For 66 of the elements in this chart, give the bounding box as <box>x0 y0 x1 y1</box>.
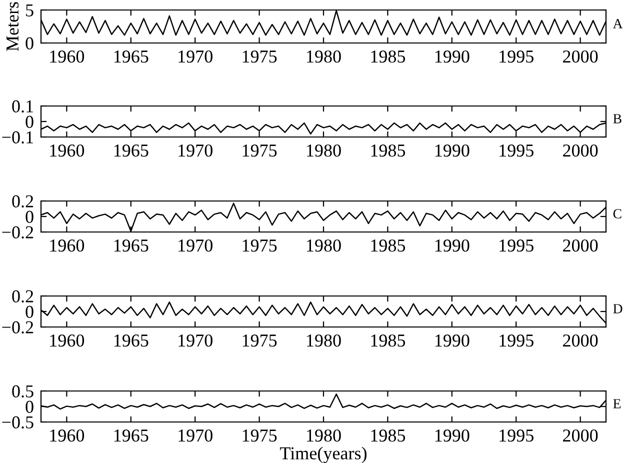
text: A <box>612 19 623 28</box>
x-tick-label: 1980 <box>307 429 341 442</box>
x-tick-label: 1990 <box>435 334 470 347</box>
y-tick-label: 0.2 <box>12 195 34 208</box>
x-tick-label: 1995 <box>500 430 534 442</box>
x-tick-label: 2000 <box>563 239 598 252</box>
x-tick-label: 2000 <box>563 334 598 347</box>
x-tick-label: 1975 <box>242 334 277 347</box>
x-tick-label: 1970 <box>178 144 212 157</box>
x-tick-label: 1980 <box>307 50 341 63</box>
x-tick-label: 1975 <box>242 430 277 442</box>
x-tick-label: 1960 <box>50 429 84 442</box>
y-tick-label: −0.2 <box>2 226 34 239</box>
x-tick-label: 1985 <box>371 334 406 347</box>
text: C <box>613 209 622 218</box>
x-tick-label: 1985 <box>371 429 406 442</box>
x-tick-label: 1980 <box>307 334 341 347</box>
x-tick-label: 1980 <box>307 239 341 252</box>
x-tick-label: 1960 <box>50 50 84 63</box>
y-tick-label: 0 <box>26 400 34 413</box>
x-tick-label: 1960 <box>50 239 84 252</box>
y-tick-label: −0.1 <box>2 131 33 144</box>
y-tick-label: 0 <box>26 37 34 50</box>
x-tick-label: 1960 <box>50 144 84 157</box>
x-tick-label: 1985 <box>371 144 406 157</box>
x-tick-label: 1990 <box>435 429 470 442</box>
x-tick-label: 2000 <box>563 429 598 442</box>
x-tick-label: 1970 <box>178 334 212 347</box>
x-tick-label: 1965 <box>114 50 148 63</box>
x-tick-label: 1975 <box>242 144 277 157</box>
x-tick-label: 1980 <box>307 144 341 157</box>
x-tick-label: 1975 <box>242 240 277 252</box>
text: E <box>613 399 621 408</box>
y-tick-label: −0.5 <box>2 416 34 429</box>
y-tick-label: 0 <box>26 210 34 223</box>
text: B <box>613 114 622 124</box>
x-tick-label: 2000 <box>563 144 598 157</box>
x-tick-label: 1965 <box>114 240 148 252</box>
y-tick-label: 0.1 <box>12 100 33 113</box>
x-tick-label: 1965 <box>114 144 148 157</box>
x-tick-label: 1995 <box>500 334 534 347</box>
x-tick-label: 1985 <box>371 50 406 63</box>
x-tick-label: 1990 <box>435 144 470 157</box>
x-tick-label: 2000 <box>563 50 598 63</box>
y-tick-label: 0.5 <box>12 385 34 398</box>
x-tick-label: 1995 <box>500 240 534 252</box>
x-tick-label: 1970 <box>178 239 212 252</box>
x-tick-label: 1960 <box>50 334 84 347</box>
y-tick-label: 0 <box>26 306 34 318</box>
x-tick-label: 1985 <box>371 239 406 252</box>
x-tick-label: 1990 <box>435 50 470 63</box>
y-tick-label: 0.2 <box>12 290 34 303</box>
x-tick-label: 1995 <box>500 50 534 63</box>
x-tick-label: 1970 <box>178 429 212 442</box>
x-tick-label: 1965 <box>114 334 148 347</box>
y-tick-label: 5 <box>26 4 34 16</box>
x-tick-label: 1995 <box>500 144 534 157</box>
y-tick-label: 0 <box>26 116 34 128</box>
y-axis-title: Meters <box>6 2 19 52</box>
x-tick-label: 1970 <box>178 50 212 63</box>
y-tick-label: −0.2 <box>2 321 34 334</box>
text: D <box>613 304 622 314</box>
x-axis-title: Time(years) <box>280 446 366 463</box>
x-tick-label: 1990 <box>435 239 470 252</box>
x-tick-label: 1965 <box>114 430 148 442</box>
x-tick-label: 1975 <box>242 50 277 63</box>
